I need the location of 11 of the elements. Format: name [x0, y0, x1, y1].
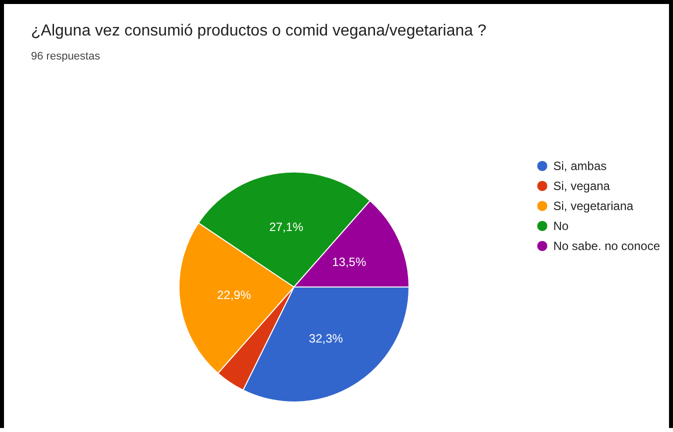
data-label: 32,3% [308, 331, 344, 346]
chart-title: ¿Alguna vez consumió productos o comid vegana/vegetariana ? [31, 22, 486, 40]
text: 96 respuestas [31, 50, 101, 62]
data-label: 27,1% [269, 220, 304, 234]
legend-label: Si, ambas [553, 159, 607, 173]
legend-label: Si, vegana [553, 179, 610, 193]
legend-label: Si, vegetariana [553, 199, 634, 213]
legend-label: No sabe. no conoce [553, 239, 660, 253]
legend-label: No [553, 219, 569, 233]
data-label: 13,5% [332, 255, 366, 270]
data-label: 22,9% [216, 288, 252, 302]
